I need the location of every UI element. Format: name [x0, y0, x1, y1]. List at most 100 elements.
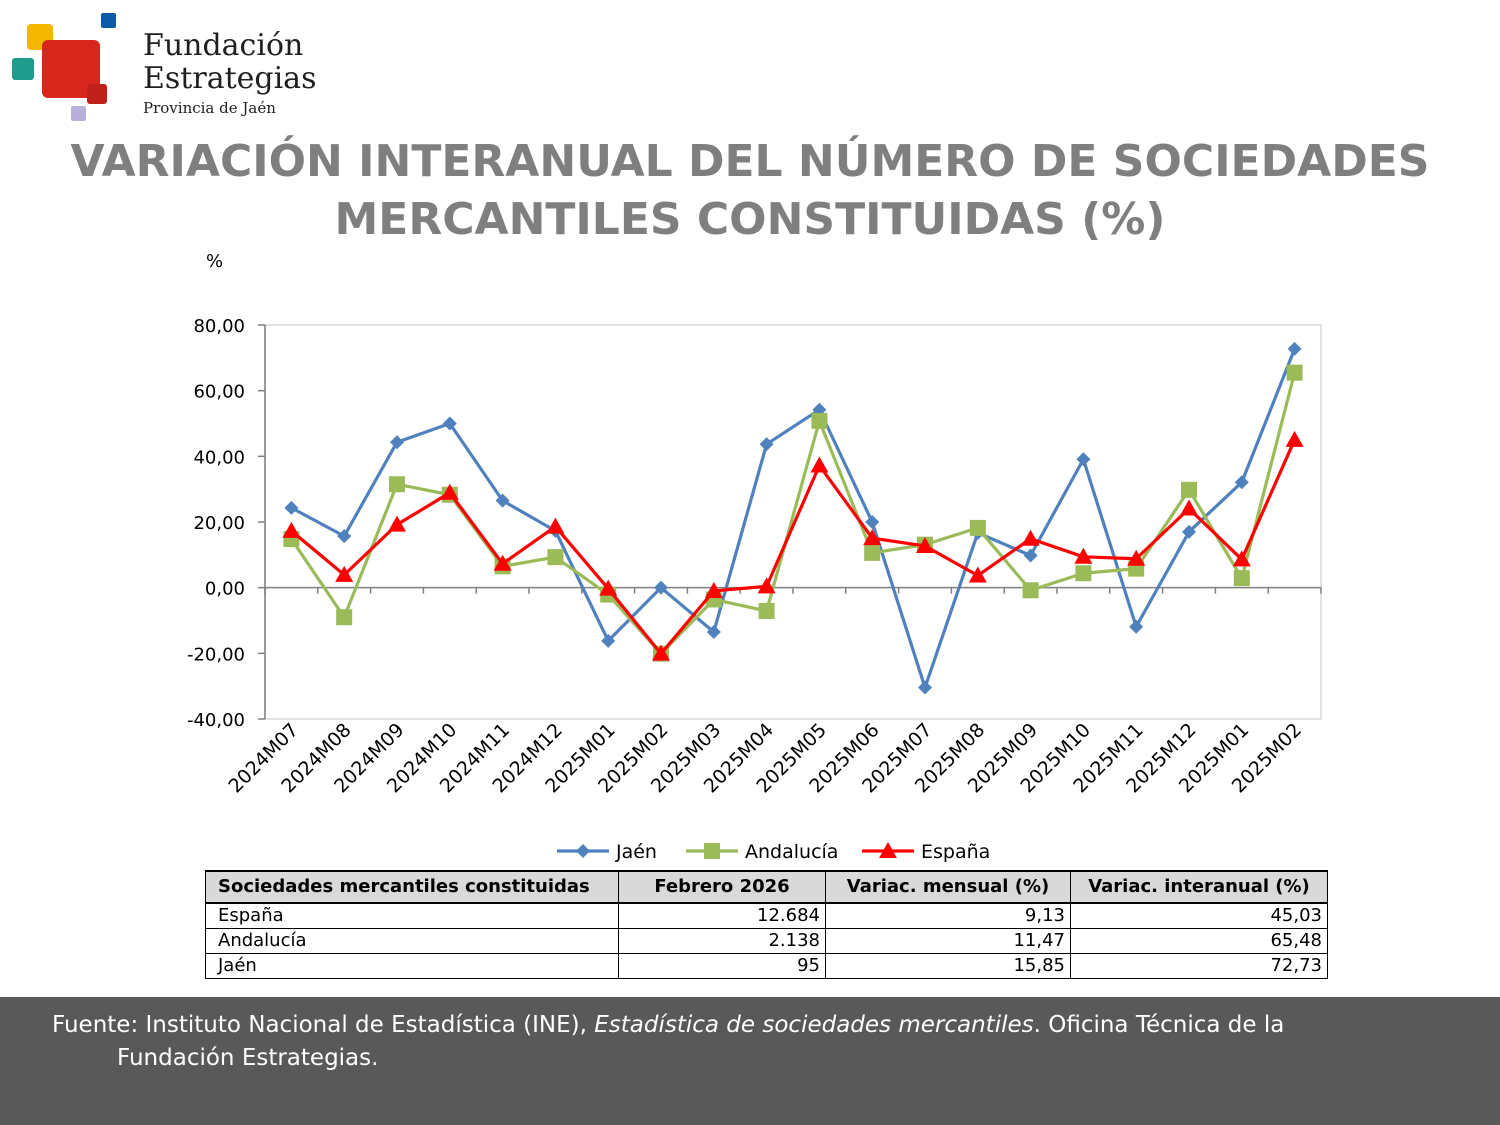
- data-point: [654, 580, 668, 595]
- y-tick-label: 0,00: [205, 579, 245, 600]
- table-header-row: Sociedades mercantiles constituidas Febr…: [205, 870, 1328, 904]
- data-point: [493, 554, 512, 571]
- data-point: [1182, 524, 1196, 539]
- table-cell: 12.684: [618, 902, 826, 929]
- legend-item: España: [862, 841, 990, 863]
- table-cell: 15,85: [825, 953, 1071, 979]
- data-point: [1233, 570, 1250, 587]
- data-point: [547, 549, 564, 566]
- table-row: Andalucía 2.138 11,47 65,48: [205, 928, 1328, 954]
- data-point: [1075, 565, 1092, 582]
- table-header-cell: Variac. interanual (%): [1070, 870, 1328, 904]
- series-line: [290, 348, 1297, 690]
- table-cell: Jaén: [205, 953, 619, 979]
- data-point: [706, 624, 721, 639]
- table-header-cell: Variac. mensual (%): [825, 870, 1071, 904]
- source-text-line2: Fundación Estrategias.: [117, 1045, 379, 1071]
- data-point: [704, 581, 723, 598]
- y-axis-label: %: [206, 251, 223, 272]
- data-point: [390, 435, 404, 450]
- legend-label: Andalucía: [745, 841, 838, 863]
- data-point: [389, 476, 405, 493]
- data-point: [864, 544, 881, 561]
- data-point: [1181, 481, 1197, 498]
- data-point: [546, 517, 565, 534]
- data-point: [916, 536, 934, 553]
- data-point: [810, 456, 829, 473]
- logo-square-red: [42, 40, 100, 98]
- table-row: Jaén 95 15,85 72,73: [205, 953, 1328, 979]
- source-footer: Fuente: Instituto Nacional de Estadístic…: [0, 997, 1500, 1125]
- data-point: [863, 529, 882, 546]
- series-españa: [282, 430, 1304, 661]
- data-point: [652, 644, 670, 661]
- data-point: [599, 579, 618, 596]
- data-point: [968, 566, 987, 583]
- table-row: España 12.684 9,13 45,03: [205, 902, 1328, 929]
- data-point: [811, 412, 828, 429]
- table-header-cell: Sociedades mercantiles constituidas: [205, 870, 619, 904]
- data-point: [601, 633, 616, 648]
- source-title: Estadística de sociedades mercantiles: [594, 1012, 1034, 1038]
- data-point: [969, 519, 986, 536]
- data-point: [758, 602, 775, 619]
- logo: Fundación Estrategias Provincia de Jaén: [8, 10, 328, 122]
- data-point: [1287, 341, 1302, 356]
- table-cell: 45,03: [1070, 902, 1328, 929]
- table-cell: 2.138: [618, 928, 826, 954]
- data-point: [335, 565, 354, 582]
- source-text: Fuente: Instituto Nacional de Estadístic…: [52, 1009, 1430, 1042]
- data-point: [1285, 430, 1304, 447]
- y-tick-label: 80,00: [193, 316, 245, 337]
- line-chart: % 80,0060,0040,0020,000,00-20,00-40,0020…: [187, 251, 1322, 863]
- data-point: [495, 493, 510, 508]
- table-cell: 65,48: [1070, 928, 1328, 954]
- logo-square-darkred: [87, 84, 107, 104]
- y-tick-label: 40,00: [193, 447, 245, 468]
- page-title: VARIACIÓN INTERANUAL DEL NÚMERO DE SOCIE…: [0, 133, 1500, 249]
- table-header-cell: Febrero 2026: [618, 870, 826, 904]
- legend-label: España: [921, 841, 990, 863]
- summary-table: Sociedades mercantiles constituidas Febr…: [205, 870, 1328, 979]
- legend-marker: [879, 842, 897, 858]
- data-point: [757, 577, 776, 594]
- data-point: [282, 521, 301, 538]
- table-cell: 95: [618, 953, 826, 979]
- data-point: [1180, 499, 1198, 516]
- data-point: [1074, 547, 1093, 564]
- data-point: [336, 609, 353, 626]
- title-line1: VARIACIÓN INTERANUAL DEL NÚMERO DE SOCIE…: [70, 136, 1430, 187]
- data-point: [440, 483, 459, 500]
- logo-line1: Fundación: [143, 28, 304, 63]
- table-cell: 11,47: [825, 928, 1071, 954]
- table-cell: Andalucía: [205, 928, 619, 954]
- logo-line2: Estrategias: [143, 61, 317, 96]
- data-point: [284, 500, 299, 515]
- data-point: [1076, 452, 1091, 467]
- data-point: [1286, 364, 1303, 381]
- logo-square-teal: [12, 58, 34, 80]
- legend-marker: [704, 843, 720, 859]
- table-cell: España: [205, 902, 619, 929]
- legend-item: Jaén: [557, 841, 657, 863]
- data-point: [442, 416, 457, 431]
- legend-marker: [576, 844, 590, 858]
- data-point: [1021, 529, 1040, 546]
- data-point: [1232, 550, 1251, 567]
- data-point: [1023, 548, 1038, 563]
- title-line2: MERCANTILES CONSTITUIDAS (%): [334, 194, 1166, 245]
- data-point: [918, 680, 932, 695]
- logo-subtitle: Provincia de Jaén: [143, 99, 276, 117]
- data-point: [337, 529, 352, 544]
- y-tick-label: 20,00: [193, 513, 245, 534]
- data-point: [865, 515, 880, 529]
- source-suffix: . Oficina Técnica de la: [1033, 1012, 1285, 1038]
- table-cell: 9,13: [825, 902, 1071, 929]
- logo-mark: [12, 13, 116, 121]
- y-tick-label: -40,00: [187, 710, 245, 731]
- y-tick-label: -20,00: [187, 644, 245, 665]
- logo-square-lilac: [71, 106, 86, 121]
- data-point: [759, 437, 774, 452]
- data-point: [388, 515, 406, 532]
- data-point: [1127, 549, 1146, 566]
